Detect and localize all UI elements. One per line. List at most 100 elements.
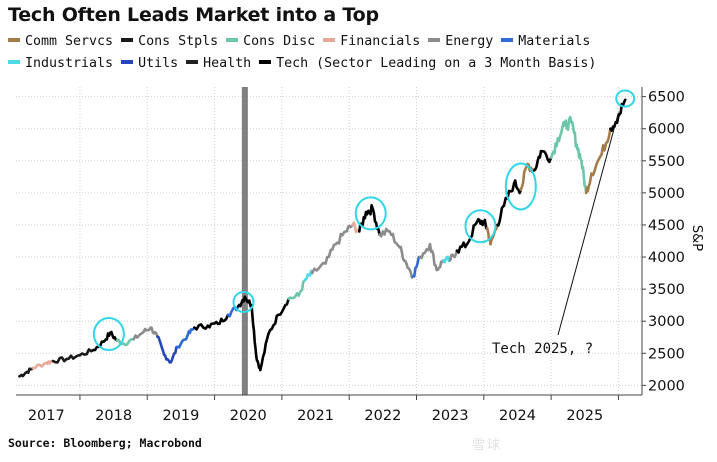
- series-segment: [206, 320, 220, 329]
- series-segment: [526, 162, 536, 174]
- highlight-circle: [504, 162, 537, 211]
- series-segment: [18, 371, 28, 378]
- legend-label: Financials: [340, 34, 421, 49]
- legend-label: Industrials: [25, 56, 114, 71]
- series-segment: [169, 345, 179, 364]
- series-segment: [186, 326, 196, 337]
- legend-swatch: [8, 60, 20, 64]
- legend-label: Tech (Sector Leading on a 3 Month Basis): [276, 56, 597, 71]
- x-tick-label: 2022: [364, 408, 401, 424]
- legend-item: Industrials: [8, 53, 113, 75]
- series-segment: [193, 323, 210, 331]
- series-segment: [580, 159, 588, 195]
- y-axis-title: S&P: [689, 225, 704, 251]
- y-tick-label: 4000: [648, 250, 685, 266]
- series-segment: [142, 326, 152, 333]
- series-segment: [255, 355, 262, 372]
- legend-swatch: [428, 38, 441, 42]
- y-tick-label: 6000: [648, 122, 685, 138]
- series-segment: [176, 334, 189, 349]
- y-tick-label: 3500: [648, 282, 685, 298]
- x-tick-label: 2018: [95, 408, 132, 424]
- series-segment: [65, 353, 82, 361]
- series-segment: [78, 348, 95, 357]
- legend-item: Comm Servcs: [8, 31, 113, 53]
- y-tick-label: 3000: [648, 314, 685, 330]
- x-tick-label: 2019: [162, 408, 199, 424]
- legend-swatch: [121, 60, 134, 64]
- series-segment: [297, 278, 307, 297]
- series-segment: [502, 182, 516, 207]
- series-segment: [448, 249, 459, 262]
- series-segment: [277, 297, 290, 317]
- annotation-pointer: [557, 112, 619, 336]
- series-segment: [398, 245, 408, 265]
- series-segment: [304, 269, 314, 281]
- series-segment: [132, 330, 146, 341]
- series-segment: [617, 98, 627, 118]
- series-segment: [310, 261, 327, 275]
- series-segment: [570, 120, 578, 148]
- series-segment: [563, 115, 573, 131]
- series-segment: [267, 313, 280, 336]
- highlight-circle: [354, 196, 387, 231]
- series-segment: [533, 149, 543, 172]
- series-segment: [324, 242, 337, 265]
- legend-label: Energy: [445, 34, 494, 49]
- x-tick-label: 2017: [28, 408, 65, 424]
- legend-swatch: [8, 38, 20, 42]
- legend-item: Energy: [428, 31, 493, 53]
- legend-item: Cons Disc: [226, 31, 315, 53]
- x-tick-label: 2020: [230, 408, 267, 424]
- series-segment: [405, 262, 415, 279]
- series-segment: [334, 230, 348, 246]
- legend-item: Financials: [323, 31, 420, 53]
- series-segment: [556, 121, 566, 143]
- series-segment: [236, 295, 247, 308]
- series-segment: [108, 330, 119, 342]
- legend-item: Utils: [121, 53, 178, 75]
- series-segment: [24, 366, 35, 375]
- series-segment: [51, 356, 68, 364]
- series-segment: [418, 242, 432, 260]
- recession-shade-bar: [241, 87, 248, 395]
- series-segment: [519, 162, 529, 191]
- series-segment: [575, 143, 583, 163]
- legend-label: Comm Servcs: [25, 34, 114, 49]
- legend-item: Health: [186, 53, 251, 75]
- y-tick-label: 6500: [648, 90, 685, 106]
- series-segment: [344, 223, 354, 233]
- legend-item: Cons Stpls: [121, 31, 218, 53]
- y-tick-label: 5500: [648, 154, 685, 170]
- highlight-circle: [232, 290, 255, 313]
- x-tick-label: 2021: [297, 408, 334, 424]
- series-segment: [162, 353, 173, 364]
- x-tick-label: 2023: [432, 408, 469, 424]
- legend-item: Tech (Sector Leading on a 3 Month Basis): [259, 53, 596, 75]
- watermark-text: 雪球: [472, 438, 503, 453]
- legend-swatch: [323, 38, 336, 42]
- legend-swatch: [186, 60, 199, 64]
- y-tick-label: 5000: [648, 186, 685, 202]
- series-segment: [102, 331, 112, 343]
- series-segment: [600, 127, 612, 156]
- series-segment: [428, 242, 438, 272]
- legend-swatch: [259, 60, 272, 64]
- series-segment: [149, 326, 159, 338]
- legend-label: Health: [203, 56, 252, 71]
- y-tick-label: 2500: [648, 346, 685, 362]
- highlight-circle: [615, 89, 636, 108]
- series-segment: [31, 361, 48, 370]
- y-tick-label: 2000: [648, 378, 685, 394]
- legend-label: Cons Stpls: [138, 34, 219, 49]
- x-tick-label: 2025: [566, 408, 603, 424]
- series-segment: [496, 204, 506, 227]
- series-segment: [378, 227, 391, 238]
- series-segment: [465, 220, 479, 246]
- legend-label: Materials: [518, 34, 591, 49]
- series-segment: [475, 217, 486, 227]
- series-sp500: [18, 98, 627, 378]
- legend-swatch: [121, 38, 134, 42]
- legend-item: Materials: [501, 31, 590, 53]
